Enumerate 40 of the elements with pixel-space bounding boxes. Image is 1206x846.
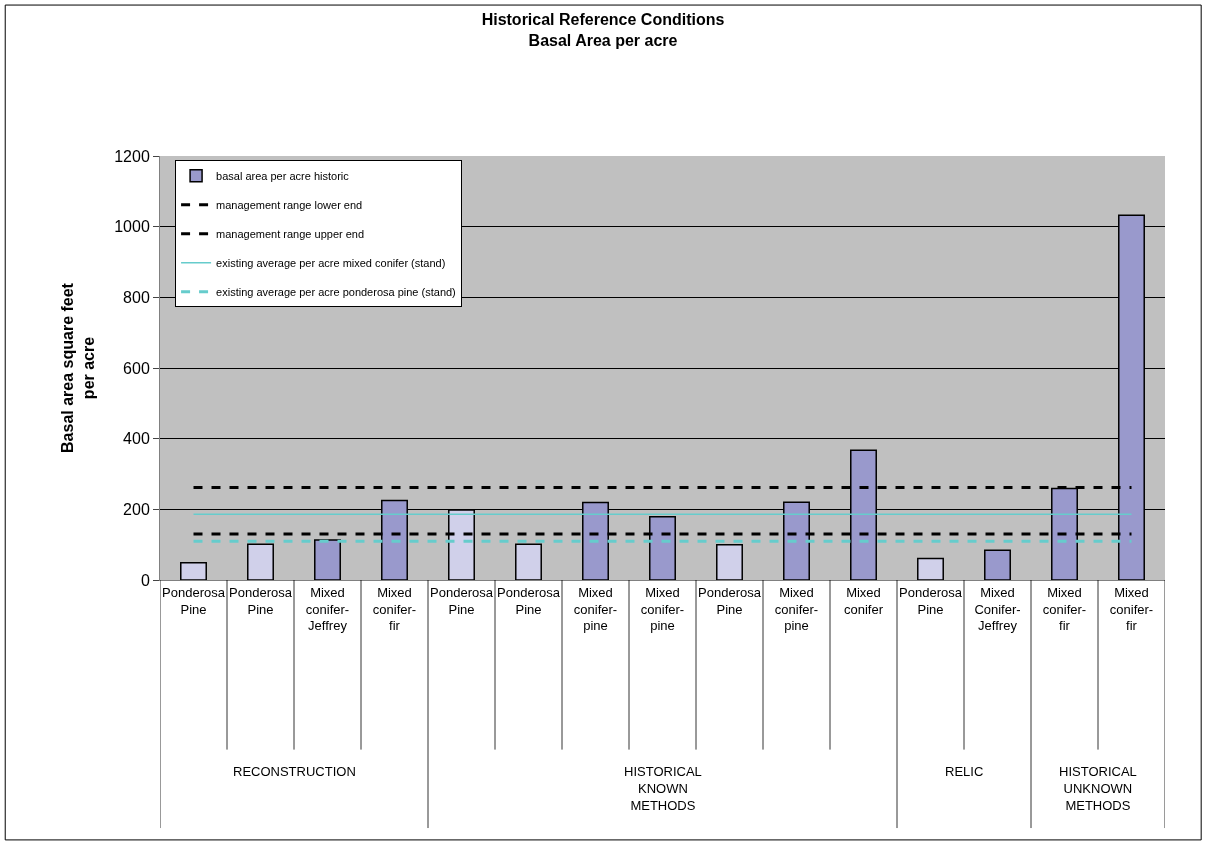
x-tick-label: Mixed conifer-pine [774, 584, 819, 634]
bar [515, 543, 542, 580]
bar [180, 561, 207, 580]
y-tick-label: 600 [123, 359, 150, 377]
y-tick-label: 200 [123, 500, 150, 518]
y-axis-title: Basal area square feet per acre [59, 282, 98, 453]
x-tick-label: Mixed Conifer-Jeffrey [974, 584, 1021, 634]
x-tick-label: Ponderosa Pine [430, 584, 494, 617]
legend-label: management range lower end [216, 199, 363, 212]
x-tick-label: Ponderosa Pine [229, 584, 293, 617]
legend-label: existing average per acre mixed conifer (stand) [216, 257, 446, 270]
x-tick-label: Mixed conifer-fir [372, 584, 417, 634]
bar [917, 557, 944, 580]
text: HISTORICAL KNOWN METHODS [624, 764, 702, 813]
x-tick-label: Ponderosa Pine [497, 584, 561, 617]
x-tick-label: Ponderosa Pine [899, 584, 963, 617]
legend-label: basal area per acre historic [216, 170, 350, 183]
chart-title: Historical Reference Conditions Basal Area per acre [481, 11, 725, 50]
bar [716, 543, 743, 580]
x-tick-label: Mixed conifer-fir [1109, 584, 1154, 634]
x-tick-label: Mixed conifer-fir [1042, 584, 1087, 634]
y-tick-label: 1000 [114, 218, 150, 236]
bar [314, 539, 341, 580]
bar [984, 549, 1011, 580]
x-tick-label: Ponderosa Pine [162, 584, 226, 617]
text: RELIC [945, 764, 984, 779]
x-tick-label: Mixed conifer [843, 584, 884, 617]
y-tick-label: 0 [140, 571, 150, 589]
x-tick-label: Ponderosa Pine [698, 584, 762, 617]
x-tick-label: Mixed conifer-pine [573, 584, 618, 634]
text: RECONSTRUCTION [233, 764, 356, 779]
bar [247, 543, 274, 580]
x-tick-label: Mixed conifer-pine [640, 584, 685, 634]
x-tick-label: Mixed conifer-Jeffrey [305, 584, 350, 634]
legend-label: management range upper end [216, 228, 365, 241]
y-tick-label: 400 [123, 430, 150, 448]
text: HISTORICAL UNKNOWN METHODS [1059, 764, 1137, 813]
y-tick-label: 1200 [114, 147, 150, 165]
legend-label: existing average per acre ponderosa pine (stand) [216, 286, 456, 299]
y-tick-label: 800 [123, 288, 150, 306]
